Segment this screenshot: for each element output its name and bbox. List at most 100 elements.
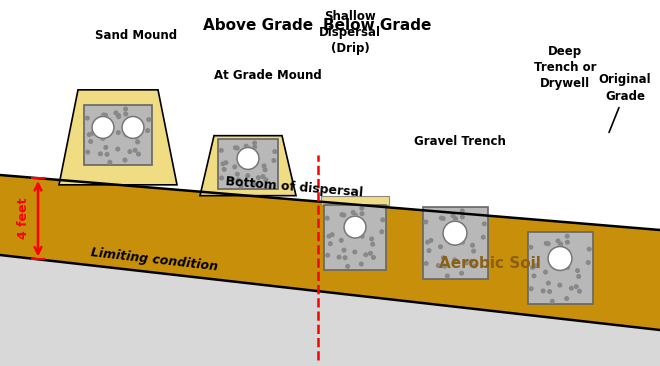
Circle shape — [263, 168, 267, 172]
Circle shape — [327, 234, 331, 238]
Circle shape — [351, 211, 355, 214]
Circle shape — [342, 213, 346, 217]
Text: Shallow
Dispersal
(Drip): Shallow Dispersal (Drip) — [319, 10, 381, 55]
Circle shape — [344, 216, 366, 238]
Circle shape — [128, 150, 132, 153]
Circle shape — [87, 133, 91, 137]
Circle shape — [461, 225, 465, 229]
Circle shape — [264, 178, 267, 182]
Circle shape — [346, 265, 350, 268]
Circle shape — [92, 116, 114, 138]
Circle shape — [471, 243, 475, 247]
Circle shape — [354, 215, 357, 219]
Circle shape — [116, 147, 119, 151]
Circle shape — [559, 244, 562, 247]
Circle shape — [570, 287, 573, 290]
Circle shape — [529, 287, 533, 291]
Circle shape — [222, 168, 226, 171]
Circle shape — [125, 120, 129, 124]
Circle shape — [236, 172, 239, 176]
Bar — [218, 139, 278, 190]
Circle shape — [445, 235, 449, 239]
Circle shape — [239, 158, 242, 162]
Circle shape — [253, 152, 257, 156]
Circle shape — [146, 129, 149, 132]
Circle shape — [360, 235, 364, 238]
Circle shape — [566, 234, 569, 238]
Circle shape — [220, 149, 223, 152]
Circle shape — [453, 238, 457, 242]
Circle shape — [273, 150, 277, 153]
Circle shape — [339, 239, 343, 242]
Circle shape — [133, 149, 137, 152]
Circle shape — [461, 215, 464, 219]
Circle shape — [342, 249, 346, 252]
Circle shape — [137, 152, 141, 156]
Circle shape — [577, 274, 580, 278]
Circle shape — [472, 249, 475, 253]
Circle shape — [86, 150, 90, 154]
Circle shape — [220, 176, 224, 180]
Bar — [324, 205, 386, 270]
Circle shape — [102, 113, 106, 117]
Circle shape — [482, 222, 486, 226]
Circle shape — [531, 266, 535, 269]
Circle shape — [330, 233, 334, 236]
Circle shape — [117, 115, 120, 119]
Circle shape — [329, 242, 332, 246]
Circle shape — [446, 274, 449, 278]
Circle shape — [117, 113, 120, 117]
Polygon shape — [200, 136, 296, 196]
Circle shape — [325, 216, 329, 220]
Circle shape — [101, 137, 104, 140]
Circle shape — [135, 135, 138, 139]
Circle shape — [98, 152, 102, 156]
Bar — [321, 195, 389, 205]
Circle shape — [548, 246, 572, 270]
Circle shape — [424, 262, 428, 265]
Circle shape — [233, 165, 236, 169]
Circle shape — [124, 133, 128, 137]
Circle shape — [381, 218, 385, 222]
Circle shape — [427, 249, 431, 253]
Circle shape — [360, 262, 363, 266]
Circle shape — [234, 146, 237, 150]
Circle shape — [578, 290, 581, 293]
Circle shape — [453, 217, 457, 220]
Circle shape — [114, 111, 117, 115]
Circle shape — [272, 159, 276, 162]
Text: 4 feet: 4 feet — [17, 198, 30, 239]
Circle shape — [473, 264, 477, 268]
Circle shape — [574, 285, 578, 288]
Circle shape — [221, 162, 224, 165]
Circle shape — [443, 221, 467, 245]
Circle shape — [541, 289, 545, 293]
Circle shape — [122, 116, 144, 138]
Circle shape — [104, 146, 108, 149]
Circle shape — [424, 220, 428, 224]
Circle shape — [246, 160, 250, 164]
Circle shape — [253, 145, 257, 149]
Circle shape — [326, 253, 329, 257]
Circle shape — [108, 128, 111, 132]
Polygon shape — [0, 175, 660, 330]
Bar — [84, 105, 152, 165]
Circle shape — [89, 140, 92, 143]
Text: Bottom of dispersal: Bottom of dispersal — [225, 175, 364, 199]
Circle shape — [239, 184, 243, 188]
Circle shape — [253, 162, 257, 166]
Circle shape — [105, 153, 109, 156]
Circle shape — [576, 269, 579, 272]
Circle shape — [354, 213, 357, 217]
Circle shape — [587, 261, 590, 264]
Bar — [422, 207, 488, 279]
Circle shape — [237, 147, 259, 169]
Circle shape — [123, 158, 127, 162]
Circle shape — [558, 283, 562, 287]
Circle shape — [544, 270, 547, 274]
Circle shape — [252, 183, 256, 186]
Circle shape — [360, 212, 364, 216]
Circle shape — [469, 259, 473, 263]
Circle shape — [558, 263, 562, 267]
Circle shape — [587, 247, 591, 251]
